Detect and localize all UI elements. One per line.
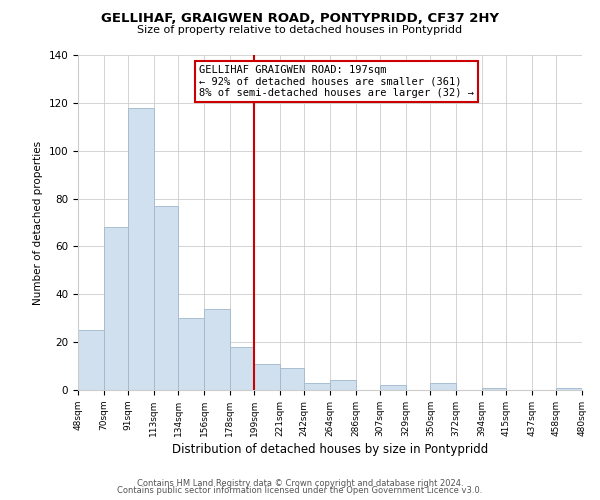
Bar bbox=[304, 383, 330, 390]
Bar bbox=[482, 388, 506, 390]
Text: Contains HM Land Registry data © Crown copyright and database right 2024.: Contains HM Land Registry data © Crown c… bbox=[137, 478, 463, 488]
Bar bbox=[380, 385, 406, 390]
Text: Contains public sector information licensed under the Open Government Licence v3: Contains public sector information licen… bbox=[118, 486, 482, 495]
Y-axis label: Number of detached properties: Number of detached properties bbox=[33, 140, 43, 304]
Bar bbox=[556, 388, 582, 390]
Bar bbox=[254, 364, 280, 390]
Text: GELLIHAF, GRAIGWEN ROAD, PONTYPRIDD, CF37 2HY: GELLIHAF, GRAIGWEN ROAD, PONTYPRIDD, CF3… bbox=[101, 12, 499, 26]
Bar bbox=[78, 330, 104, 390]
Bar bbox=[154, 206, 178, 390]
Bar bbox=[128, 108, 154, 390]
Bar bbox=[430, 383, 456, 390]
Bar bbox=[104, 228, 128, 390]
Bar bbox=[178, 318, 204, 390]
Bar bbox=[280, 368, 304, 390]
Bar bbox=[330, 380, 356, 390]
Bar bbox=[204, 308, 230, 390]
Text: Size of property relative to detached houses in Pontypridd: Size of property relative to detached ho… bbox=[137, 25, 463, 35]
Bar bbox=[230, 347, 254, 390]
X-axis label: Distribution of detached houses by size in Pontypridd: Distribution of detached houses by size … bbox=[172, 443, 488, 456]
Text: GELLIHAF GRAIGWEN ROAD: 197sqm
← 92% of detached houses are smaller (361)
8% of : GELLIHAF GRAIGWEN ROAD: 197sqm ← 92% of … bbox=[199, 65, 474, 98]
